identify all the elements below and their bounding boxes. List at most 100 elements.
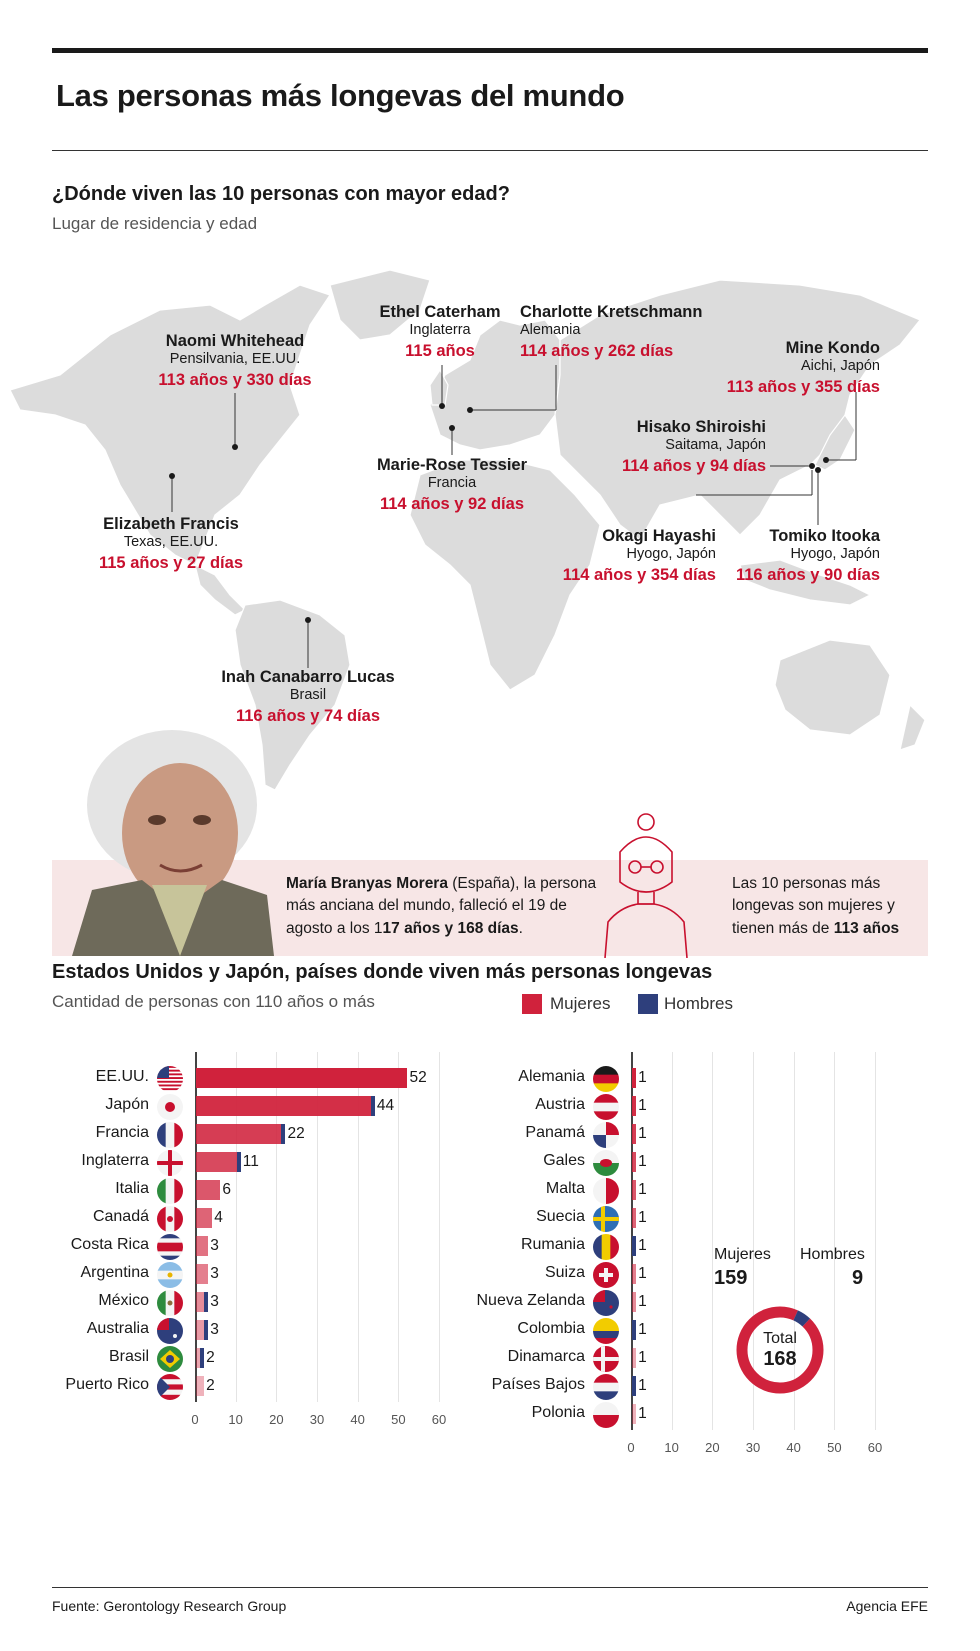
bar-value-label: 2 xyxy=(206,1349,215,1366)
x-tick-label: 10 xyxy=(664,1440,679,1455)
world-map xyxy=(9,269,926,791)
donut-chart xyxy=(736,1306,824,1394)
category-label: Dinamarca xyxy=(507,1348,585,1365)
flag-icon xyxy=(157,1150,183,1176)
flag-icon xyxy=(157,1234,183,1260)
banner-age: 17 años y 168 días xyxy=(382,919,519,937)
callout-hisako-shiroishi: Hisako Shiroishi Saitama, Japón 114 años… xyxy=(621,418,766,475)
bar-value-label: 1 xyxy=(638,1265,647,1282)
bar-value-label: 1 xyxy=(638,1321,647,1338)
gridline xyxy=(398,1052,400,1402)
gridline xyxy=(834,1052,836,1430)
gridline xyxy=(793,1052,795,1430)
bar-men xyxy=(204,1292,209,1312)
bar-women xyxy=(196,1096,371,1116)
bar-women xyxy=(632,1124,637,1144)
se-asia-shape xyxy=(739,559,872,606)
map-dot xyxy=(232,444,238,450)
category-label: Nueva Zelanda xyxy=(476,1292,585,1309)
page-title: Las personas más longevas del mundo xyxy=(56,78,625,113)
legend-men-label: Hombres xyxy=(664,994,733,1013)
top-bar xyxy=(52,48,928,53)
flag-icon xyxy=(593,1066,619,1092)
x-tick-label: 30 xyxy=(309,1412,325,1427)
donut-women-label: Mujeres xyxy=(714,1246,771,1263)
bar-women xyxy=(632,1348,637,1368)
map-dot xyxy=(823,457,829,463)
greenland-shape xyxy=(329,269,431,341)
legend-women-label: Mujeres xyxy=(550,994,611,1013)
gridline xyxy=(712,1052,714,1430)
banner-summary-text: Las 10 personas más longevas son mujeres… xyxy=(732,873,932,940)
map-leaders xyxy=(169,365,857,668)
category-label: Rumania xyxy=(520,1236,585,1253)
map-dot xyxy=(815,467,821,473)
bar-value-label: 1 xyxy=(638,1209,647,1226)
bar-value-label: 1 xyxy=(638,1293,647,1310)
bar-men xyxy=(632,1236,637,1256)
flag-icon xyxy=(157,1318,183,1344)
gridline xyxy=(439,1052,440,1402)
x-tick-label: 50 xyxy=(827,1440,842,1455)
flag-icon xyxy=(157,1178,183,1204)
bar-men xyxy=(281,1124,286,1144)
bar-value-label: 52 xyxy=(409,1069,427,1086)
x-tick-label: 60 xyxy=(431,1412,447,1427)
donut-women-value: 159 xyxy=(714,1267,748,1289)
uk-shape xyxy=(429,368,449,406)
category-label: Japón xyxy=(105,1096,149,1113)
bar-value-label: 3 xyxy=(210,1293,219,1310)
bar-women xyxy=(196,1236,209,1256)
banner-name: María Branyas Morera xyxy=(286,875,448,892)
bar-value-label: 6 xyxy=(222,1181,232,1198)
bar-women xyxy=(632,1292,637,1312)
flag-icon xyxy=(593,1206,619,1232)
banner-maria-text: María Branyas Morera (España), la person… xyxy=(286,873,606,940)
gridline xyxy=(235,1052,237,1402)
bar-value-label: 1 xyxy=(638,1181,647,1198)
category-label: Canadá xyxy=(92,1208,149,1225)
bar-men xyxy=(200,1348,205,1368)
bar-value-label: 1 xyxy=(638,1405,647,1422)
flag-icon xyxy=(157,1094,183,1120)
bar-value-label: 1 xyxy=(638,1125,647,1142)
callout-marie-rose-tessier: Marie-Rose Tessier Francia 114 años y 92… xyxy=(376,456,528,513)
category-label: Argentina xyxy=(80,1264,150,1281)
bar-men xyxy=(370,1096,375,1116)
map-dot xyxy=(439,403,445,409)
flag-icon xyxy=(157,1374,183,1400)
africa-shape xyxy=(409,459,601,691)
donut-center-label: Total xyxy=(763,1330,797,1347)
title-rule xyxy=(52,150,928,151)
flag-icon xyxy=(593,1318,619,1344)
gridline xyxy=(317,1052,318,1402)
category-label: EE.UU. xyxy=(95,1068,149,1085)
bar-women xyxy=(196,1320,205,1340)
flag-icon xyxy=(593,1290,619,1316)
bar-value-label: 1 xyxy=(638,1097,647,1114)
callout-inah-canabarro-lucas: Inah Canabarro Lucas Brasil 116 años y 7… xyxy=(221,668,395,725)
x-tick-label: 0 xyxy=(191,1412,199,1427)
bar-women xyxy=(196,1124,282,1144)
bar-women xyxy=(196,1376,205,1396)
legend-women-swatch xyxy=(522,994,542,1014)
bar-women xyxy=(632,1208,637,1228)
category-label: Polonia xyxy=(531,1404,585,1421)
map-dot xyxy=(305,617,311,623)
bar-women xyxy=(196,1292,205,1312)
category-label: México xyxy=(98,1292,149,1309)
bar-women xyxy=(196,1348,201,1368)
bar-value-label: 1 xyxy=(638,1237,647,1254)
bar-value-label: 1 xyxy=(638,1377,647,1394)
banner-summary-bold: 113 años xyxy=(833,919,900,937)
category-label: Costa Rica xyxy=(70,1236,149,1253)
callout-elizabeth-francis: Elizabeth Francis Texas, EE.UU. 115 años… xyxy=(98,515,243,572)
bar-women xyxy=(196,1264,209,1284)
bar-men xyxy=(236,1152,241,1172)
bar-value-label: 2 xyxy=(206,1377,215,1394)
flag-icon xyxy=(157,1346,183,1372)
bar-women xyxy=(196,1068,408,1088)
bar-value-label: 22 xyxy=(287,1125,305,1142)
bar-heading: Estados Unidos y Japón, países donde viv… xyxy=(52,961,713,983)
